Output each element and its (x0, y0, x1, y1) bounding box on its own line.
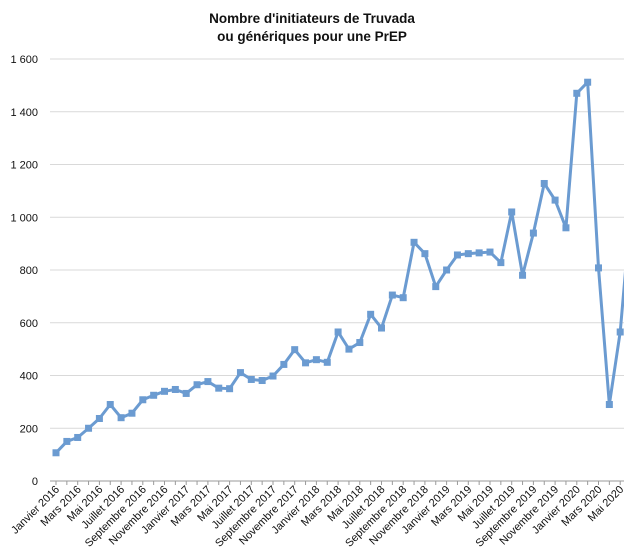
data-point (345, 345, 353, 353)
data-point (378, 324, 385, 332)
data-point (399, 294, 407, 302)
data-point (443, 266, 451, 274)
data-point (367, 310, 375, 318)
data-point (529, 229, 537, 237)
data-point (312, 356, 320, 364)
data-point (605, 401, 613, 409)
data-point (595, 264, 602, 272)
data-point (432, 283, 440, 291)
data-point (475, 249, 483, 257)
chart-title: Nombre d'initiateurs de Truvada (209, 11, 415, 26)
data-point (161, 387, 168, 395)
data-point (171, 385, 179, 393)
data-point (204, 378, 212, 386)
data-point (540, 179, 548, 187)
data-point (584, 78, 592, 86)
data-point (421, 250, 429, 258)
data-point (236, 369, 244, 377)
data-point (464, 250, 472, 258)
y-tick-label: 800 (20, 265, 38, 277)
data-point (302, 359, 310, 367)
y-tick-label: 1 000 (10, 212, 38, 224)
data-point (182, 389, 190, 397)
y-tick-label: 400 (20, 371, 38, 383)
data-point (356, 339, 364, 347)
data-point (291, 346, 299, 354)
data-point (52, 449, 60, 457)
data-point (215, 384, 223, 392)
data-point (453, 251, 461, 259)
data-point (562, 224, 570, 232)
data-point (334, 328, 342, 336)
data-point (551, 196, 559, 204)
data-point (247, 375, 255, 383)
data-point (117, 414, 125, 422)
data-point (280, 360, 288, 368)
data-point (323, 358, 331, 366)
data-point (388, 291, 396, 299)
data-point (226, 385, 234, 393)
data-point (193, 381, 201, 389)
data-point (150, 391, 158, 399)
data-point (63, 437, 71, 445)
data-point (410, 238, 418, 246)
y-tick-label: 200 (20, 423, 38, 435)
data-point (128, 409, 136, 417)
data-point (519, 271, 527, 279)
y-tick-label: 1 600 (10, 54, 38, 66)
data-point (486, 248, 494, 256)
data-point (573, 89, 581, 97)
data-point (258, 377, 266, 385)
data-point (85, 424, 93, 432)
y-tick-label: 1 200 (10, 160, 38, 172)
data-point (497, 259, 505, 267)
y-tick-label: 0 (32, 476, 38, 488)
y-tick-label: 600 (20, 318, 38, 330)
data-point (269, 372, 277, 380)
y-tick-label: 1 400 (10, 107, 38, 119)
data-point (139, 396, 147, 404)
data-point (616, 328, 624, 336)
data-point (106, 401, 114, 409)
data-point (508, 208, 516, 216)
data-point (74, 433, 82, 441)
data-point (95, 414, 103, 422)
chart-subtitle: ou génériques pour une PrEP (217, 29, 407, 44)
